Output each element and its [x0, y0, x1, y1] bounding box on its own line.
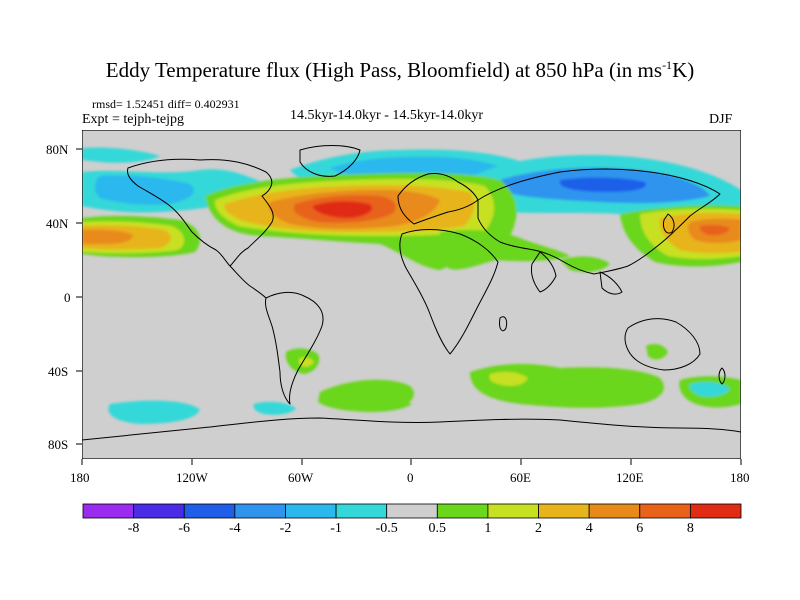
field-south-pacific-cyan — [689, 381, 730, 397]
field-pacific-east-dark — [82, 229, 133, 244]
colorbar-label: 2 — [535, 521, 542, 536]
colorbar-label: -8 — [127, 521, 140, 536]
field-antarctic-green — [340, 397, 412, 412]
title-text: Eddy Temperature flux (High Pass, Bloomf… — [105, 58, 663, 82]
x-tick-label: 60W — [288, 470, 314, 485]
field-greenland-blue — [330, 156, 505, 178]
coast-southeast-asia — [599, 271, 623, 295]
colorbar-label: 4 — [585, 521, 593, 536]
period-text: 14.5kyr-14.0kyr - 14.5kyr-14.0kyr — [290, 108, 484, 123]
colorbar-label: 1 — [484, 521, 492, 536]
colorbar-box — [386, 503, 438, 519]
colorbar-label: 8 — [686, 521, 694, 536]
coast-greenland — [299, 145, 361, 177]
coast-asia — [477, 168, 721, 275]
y-tick-label: 80N — [46, 142, 69, 157]
colorbar-box — [689, 503, 742, 519]
x-tick-label: 60E — [510, 470, 531, 485]
y-tick-label: 40S — [48, 364, 69, 379]
colorbar-label: 0.5 — [428, 521, 447, 536]
colorbar-label: -2 — [279, 521, 292, 536]
colorbar — [82, 503, 742, 519]
colorbar-box — [639, 503, 691, 519]
field-southern-ocean-cyan-2 — [253, 401, 296, 415]
coast-madagascar — [499, 316, 508, 332]
y-tick-label: 40N — [46, 216, 69, 231]
field-siberia-blue-core — [560, 177, 646, 192]
coast-new-zealand — [718, 367, 726, 385]
expt-text: Expt = tejph-tejpg — [82, 112, 184, 127]
field-atlantic-red-core — [312, 201, 372, 218]
season-text: DJF — [709, 112, 733, 127]
coast-central-america — [229, 265, 267, 299]
colorbar-label: -4 — [228, 521, 241, 536]
title-unit-exponent: -1 — [662, 58, 673, 72]
field-australia-green — [646, 344, 668, 360]
x-tick-label: 180 — [70, 470, 90, 485]
colorbar-box — [285, 503, 337, 519]
colorbar-box — [133, 503, 185, 519]
x-tick-label: 0 — [407, 470, 414, 485]
y-tick-label: 0 — [64, 290, 71, 305]
colorbar-box — [183, 503, 236, 519]
x-tick-label: 180 — [730, 470, 750, 485]
field-pacific-west-red — [699, 224, 730, 236]
coast-antarctica — [82, 417, 741, 441]
field-east-pacific-green — [560, 256, 610, 272]
coastlines — [82, 145, 741, 441]
stats-text: rmsd= 1.52451 diff= 0.402931 — [92, 97, 240, 111]
field-north-pacific-cyan — [82, 147, 160, 163]
field-south-indian-yellow — [489, 371, 528, 386]
colorbar-box — [335, 503, 388, 519]
colorbar-box — [588, 503, 641, 519]
colorbar-box — [538, 503, 590, 519]
coast-japan — [663, 213, 675, 234]
coast-india — [531, 251, 557, 293]
colorbar-box — [487, 503, 539, 519]
title-unit-end: K) — [672, 58, 695, 82]
map-plot-area — [82, 130, 741, 459]
field-south-america-yellow — [298, 357, 314, 367]
x-tick-label: 120W — [176, 470, 208, 485]
coast-south-america — [265, 291, 324, 405]
colorbar-box — [82, 503, 135, 519]
colorbar-box — [234, 503, 286, 519]
colorbar-label: 6 — [636, 521, 644, 536]
y-tick-label: 80S — [48, 437, 69, 452]
coast-north-america — [127, 158, 274, 267]
coast-africa — [399, 229, 499, 355]
x-tick-label: 120E — [616, 470, 644, 485]
colorbar-box — [436, 503, 489, 519]
colorbar-label: -1 — [330, 521, 342, 536]
axis-ticks — [76, 148, 742, 465]
figure-title: Eddy Temperature flux (High Pass, Bloomf… — [0, 58, 800, 83]
field-southern-ocean-cyan — [108, 400, 200, 424]
coast-australia — [624, 318, 701, 371]
colorbar-label: -0.5 — [375, 521, 398, 536]
colorbar-label: -6 — [178, 521, 191, 536]
